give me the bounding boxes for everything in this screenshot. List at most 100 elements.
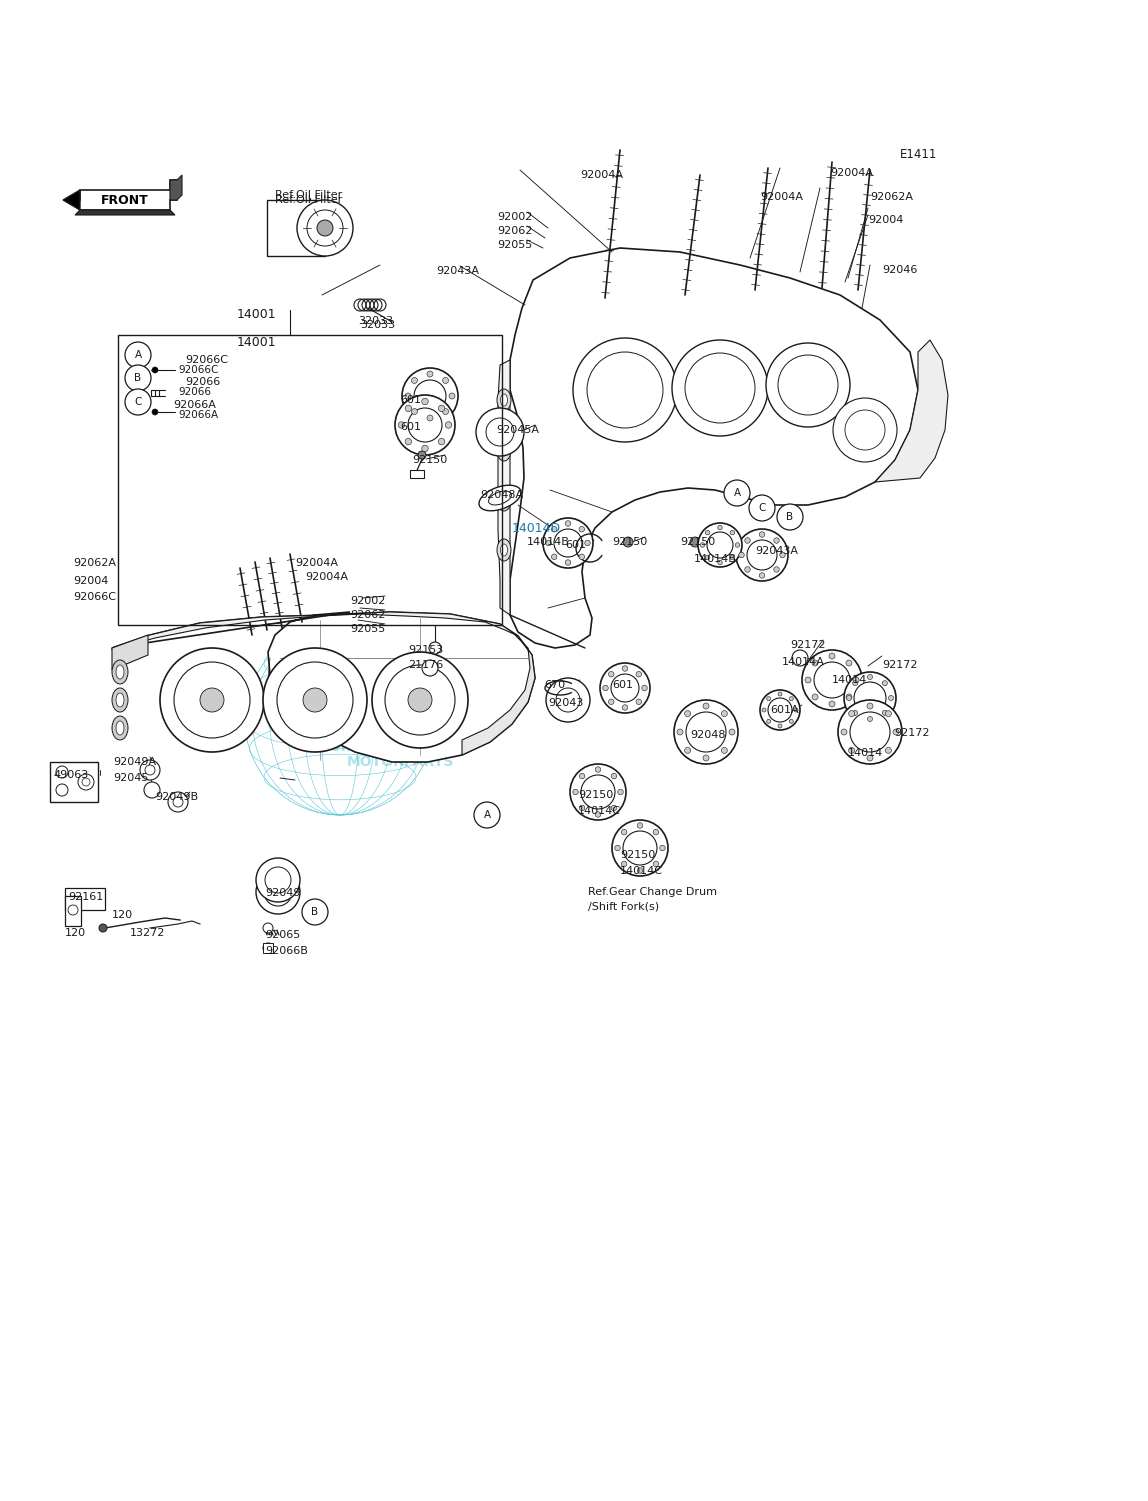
- Polygon shape: [461, 635, 535, 755]
- Circle shape: [414, 380, 447, 411]
- Circle shape: [777, 504, 802, 530]
- Text: G: G: [310, 675, 370, 744]
- Circle shape: [762, 708, 766, 711]
- Polygon shape: [113, 635, 148, 669]
- Circle shape: [885, 747, 891, 754]
- Circle shape: [140, 760, 160, 781]
- Circle shape: [854, 681, 886, 714]
- Circle shape: [721, 710, 728, 716]
- Circle shape: [256, 871, 300, 914]
- Circle shape: [56, 766, 68, 778]
- Ellipse shape: [116, 720, 124, 735]
- Circle shape: [372, 651, 468, 747]
- Circle shape: [707, 531, 734, 558]
- Text: A: A: [734, 488, 740, 498]
- Ellipse shape: [497, 489, 511, 510]
- Text: 92004A: 92004A: [305, 572, 348, 582]
- Polygon shape: [510, 248, 918, 648]
- Circle shape: [853, 680, 858, 686]
- Circle shape: [885, 710, 891, 716]
- Text: 92066C: 92066C: [178, 365, 218, 375]
- Text: 92004A: 92004A: [830, 168, 872, 179]
- Text: 92045A: 92045A: [496, 425, 540, 435]
- Text: 92066: 92066: [178, 387, 211, 396]
- Circle shape: [160, 648, 264, 752]
- Circle shape: [443, 408, 449, 414]
- Text: 92172: 92172: [894, 728, 930, 738]
- Bar: [65, 889, 104, 910]
- Text: 92066A: 92066A: [173, 399, 216, 410]
- Circle shape: [545, 540, 551, 546]
- Circle shape: [621, 862, 627, 866]
- Circle shape: [317, 221, 333, 236]
- Circle shape: [868, 674, 872, 680]
- Text: 92150: 92150: [680, 537, 715, 546]
- Text: 92045: 92045: [113, 773, 148, 784]
- Circle shape: [841, 729, 847, 735]
- Circle shape: [850, 711, 890, 752]
- Circle shape: [99, 925, 107, 932]
- Circle shape: [200, 687, 224, 711]
- Polygon shape: [70, 180, 177, 210]
- Circle shape: [554, 528, 582, 557]
- Circle shape: [829, 701, 835, 707]
- Text: 92066C: 92066C: [73, 591, 116, 602]
- Circle shape: [427, 371, 433, 377]
- Ellipse shape: [501, 393, 507, 405]
- Ellipse shape: [479, 485, 521, 510]
- Circle shape: [152, 368, 158, 374]
- Circle shape: [833, 398, 897, 462]
- Text: A: A: [134, 350, 141, 360]
- Circle shape: [580, 805, 584, 811]
- Text: Ref.Oil Filter: Ref.Oil Filter: [276, 195, 342, 206]
- Circle shape: [587, 353, 664, 428]
- Circle shape: [618, 790, 623, 794]
- Circle shape: [408, 408, 442, 441]
- Circle shape: [596, 767, 600, 772]
- Text: 92062: 92062: [350, 609, 386, 620]
- Circle shape: [703, 755, 709, 761]
- Circle shape: [600, 663, 650, 713]
- Bar: [118, 335, 502, 624]
- Text: 92150: 92150: [612, 537, 647, 546]
- Circle shape: [674, 699, 738, 764]
- Circle shape: [546, 678, 590, 722]
- Text: 92172: 92172: [882, 660, 917, 669]
- Circle shape: [774, 567, 779, 572]
- Text: 14014: 14014: [848, 747, 883, 758]
- Circle shape: [653, 830, 659, 835]
- Text: 92066A: 92066A: [178, 410, 218, 420]
- Circle shape: [700, 543, 705, 548]
- Circle shape: [853, 710, 858, 716]
- Circle shape: [778, 723, 782, 728]
- Circle shape: [792, 650, 808, 666]
- Circle shape: [636, 699, 642, 704]
- Text: 670: 670: [544, 680, 565, 690]
- Circle shape: [705, 555, 709, 560]
- Circle shape: [768, 698, 792, 722]
- Circle shape: [263, 943, 273, 953]
- Circle shape: [829, 653, 835, 659]
- Circle shape: [395, 395, 455, 455]
- Circle shape: [730, 530, 735, 534]
- Circle shape: [730, 555, 735, 560]
- Ellipse shape: [497, 539, 511, 561]
- Text: Ref.Gear Change Drum: Ref.Gear Change Drum: [588, 887, 718, 898]
- Circle shape: [82, 778, 90, 787]
- Circle shape: [844, 672, 895, 723]
- Circle shape: [636, 671, 642, 677]
- Text: 92055: 92055: [350, 624, 386, 633]
- Circle shape: [429, 642, 441, 654]
- Circle shape: [838, 699, 902, 764]
- Circle shape: [439, 405, 445, 411]
- Circle shape: [402, 368, 458, 423]
- Text: MOTORPARTS: MOTORPARTS: [347, 755, 453, 769]
- Circle shape: [408, 687, 432, 711]
- Circle shape: [779, 552, 785, 558]
- Circle shape: [476, 408, 523, 456]
- Text: 92049: 92049: [265, 889, 301, 898]
- Text: 92048A: 92048A: [480, 489, 523, 500]
- Circle shape: [573, 790, 579, 794]
- Circle shape: [173, 797, 183, 808]
- Text: FRONT: FRONT: [101, 194, 149, 207]
